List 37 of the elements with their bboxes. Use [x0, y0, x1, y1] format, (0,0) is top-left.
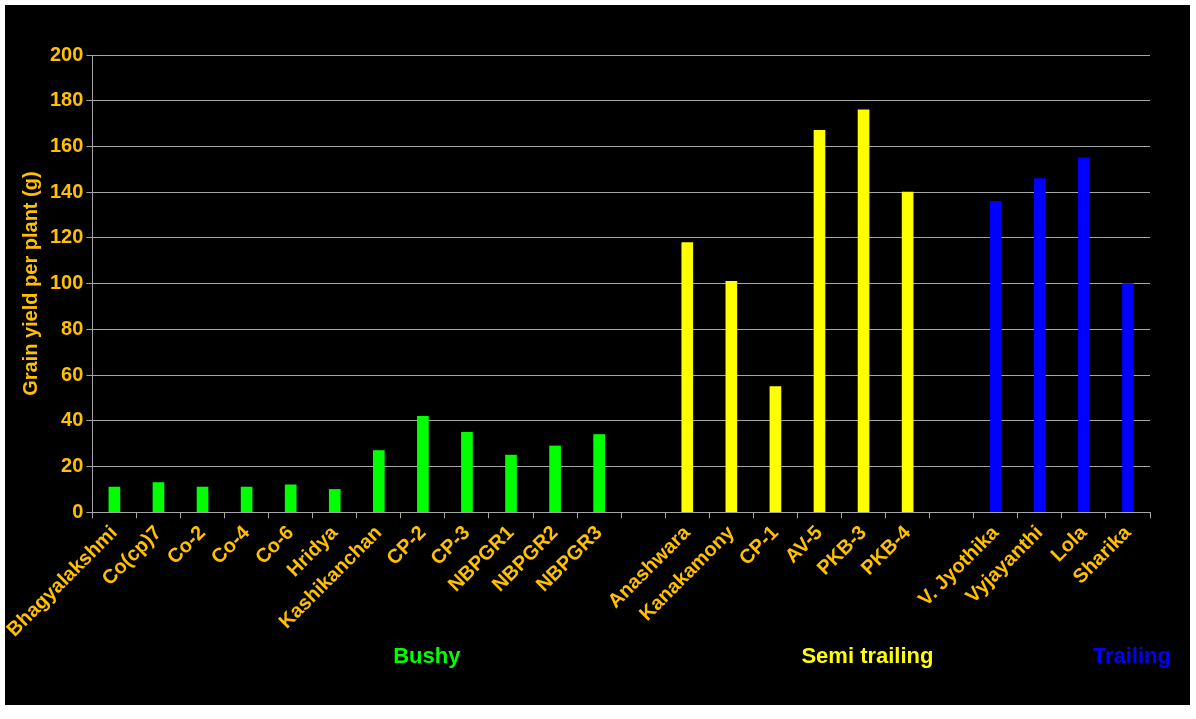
bar — [769, 386, 782, 513]
bar — [417, 415, 429, 513]
bar — [372, 450, 385, 513]
y-tick-label: 120 — [49, 225, 84, 248]
y-tick-label: 80 — [61, 316, 84, 339]
bar — [284, 484, 297, 513]
y-tick-label: 160 — [49, 133, 84, 156]
y-tick-label: 140 — [49, 179, 84, 202]
bar — [681, 242, 694, 513]
text: Bushy — [393, 643, 461, 669]
bar — [108, 486, 121, 513]
bar — [725, 281, 738, 513]
y-tick-label: 40 — [61, 408, 84, 431]
bar — [1034, 178, 1046, 513]
bar — [989, 201, 1002, 513]
bar — [505, 454, 517, 513]
bar — [593, 434, 605, 513]
y-tick-label: 20 — [61, 454, 84, 477]
y-tick-label: 100 — [49, 271, 84, 294]
bar — [152, 482, 165, 513]
bar — [901, 191, 914, 513]
y-axis-title: Grain yield per plant (g) — [18, 171, 41, 396]
bar — [328, 489, 341, 513]
y-tick-label: 200 — [49, 42, 84, 65]
bar — [813, 130, 826, 513]
bar — [549, 445, 561, 513]
y-tick-label: 180 — [49, 88, 84, 111]
text: Semi trailing — [801, 643, 934, 669]
y-tick-label: 0 — [72, 499, 84, 522]
text: Trailing — [1092, 643, 1171, 669]
y-tick-label: 60 — [61, 362, 84, 385]
bar — [196, 486, 209, 513]
bar — [1078, 157, 1090, 513]
bar — [461, 431, 473, 513]
bar — [240, 486, 253, 513]
bar — [1122, 283, 1134, 513]
bar — [857, 109, 870, 513]
